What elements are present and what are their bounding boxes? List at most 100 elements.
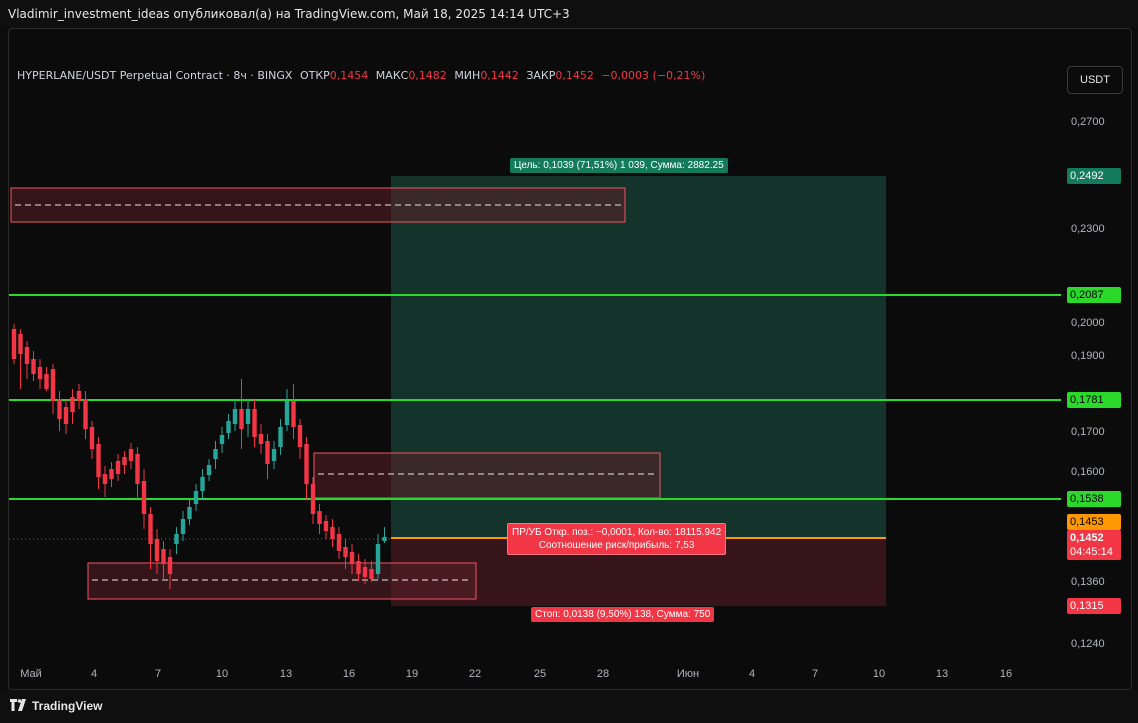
candle-body xyxy=(252,409,257,437)
support-box xyxy=(87,562,477,600)
candle-body xyxy=(323,521,329,531)
candle-body xyxy=(83,399,88,429)
candle-body xyxy=(284,401,290,425)
candle-body xyxy=(44,374,49,389)
candle-body xyxy=(37,367,43,379)
candle-body xyxy=(89,427,95,449)
pnl-info-label: ПР/УБ Откр. поз.: −0,0001, Кол-во: 18115… xyxy=(507,523,727,555)
candle-body xyxy=(278,427,283,447)
footer: TradingView xyxy=(0,690,1138,723)
candle-body xyxy=(304,444,309,484)
candle-body xyxy=(343,547,348,557)
entry-price-label: 0,1453 xyxy=(1067,514,1121,530)
chart-panel[interactable]: HYPERLANE/USDT Perpetual Contract · 8ч ·… xyxy=(8,28,1132,690)
low-value: 0,1442 xyxy=(480,69,519,82)
candle-body xyxy=(193,491,199,504)
candle-body xyxy=(174,534,179,544)
candle-body xyxy=(232,409,238,424)
target-price-label: 0,2492 xyxy=(1067,168,1121,184)
candle-body xyxy=(96,444,101,477)
candle-body xyxy=(76,391,82,401)
candle-body xyxy=(265,441,270,464)
x-tick: 13 xyxy=(279,668,293,680)
close-value: 0,1452 xyxy=(555,69,594,82)
y-tick: 0,2000 xyxy=(1071,317,1105,329)
level-2-price-label: 0,1781 xyxy=(1067,392,1121,408)
candle-body xyxy=(18,334,23,354)
x-tick: 16 xyxy=(999,668,1013,680)
candle-body xyxy=(31,359,36,374)
x-tick: 13 xyxy=(935,668,949,680)
price-chart[interactable] xyxy=(9,29,1131,689)
candle-body xyxy=(213,449,218,459)
candle-body xyxy=(382,537,387,541)
candle-body xyxy=(187,507,192,519)
high-value: 0,1482 xyxy=(408,69,447,82)
publication-header: Vladimir_investment_ideas опубликовал(а)… xyxy=(0,0,1138,28)
candle-body xyxy=(128,449,134,461)
brand-name: TradingView xyxy=(32,699,103,713)
publication-title: Vladimir_investment_ideas опубликовал(а)… xyxy=(8,7,570,21)
current-price-value: 0,1452 xyxy=(1070,532,1104,544)
x-tick: 19 xyxy=(405,668,419,680)
candle-body xyxy=(115,461,121,474)
candle-body xyxy=(336,534,342,551)
current-price-label: 0,1452 04:45:14 xyxy=(1067,530,1121,560)
candle-body xyxy=(206,465,212,475)
currency-button[interactable]: USDT xyxy=(1067,66,1123,94)
open-label: ОТКР xyxy=(299,69,330,82)
y-tick: 0,2300 xyxy=(1071,223,1105,235)
candle-body xyxy=(167,557,173,574)
stop-info-label: Стоп: 0,0138 (9,50%) 138, Сумма: 750 xyxy=(531,607,715,622)
level-3-price-label: 0,1538 xyxy=(1067,491,1121,507)
candle-body xyxy=(24,347,30,364)
candle-body xyxy=(102,474,108,484)
pnl-line-2: Соотношение риск/прибыль: 7,53 xyxy=(538,540,695,551)
candle-body xyxy=(109,469,114,479)
open-value: 0,1454 xyxy=(329,69,369,82)
y-tick: 0,1700 xyxy=(1071,426,1105,438)
x-tick: 22 xyxy=(468,668,482,680)
candle-body xyxy=(362,567,368,577)
candle-body xyxy=(50,369,56,401)
tradingview-logo-icon xyxy=(10,699,26,711)
candle-body xyxy=(239,409,244,429)
candle-body xyxy=(200,477,205,491)
x-tick: Май xyxy=(20,668,42,680)
high-label: МАКС xyxy=(375,69,409,82)
candle-countdown: 04:45:14 xyxy=(1070,546,1113,558)
candle-body xyxy=(349,552,355,564)
change-value: −0,0003 (−0,21%) xyxy=(601,69,706,82)
candlestick-series xyxy=(11,324,387,589)
x-tick: 10 xyxy=(872,668,886,680)
resistance-box-mid xyxy=(313,452,661,499)
candle-body xyxy=(245,409,251,424)
candle-body xyxy=(70,397,75,412)
candle-body xyxy=(271,449,277,461)
candle-body xyxy=(219,435,225,444)
symbol-label: HYPERLANE/USDT Perpetual Contract · 8ч ·… xyxy=(17,69,293,82)
tradingview-logo[interactable]: TradingView xyxy=(10,699,102,713)
candle-body xyxy=(141,481,147,514)
candle-body xyxy=(310,484,316,514)
candle-body xyxy=(291,401,296,427)
y-tick: 0,1900 xyxy=(1071,350,1105,362)
y-tick: 0,2700 xyxy=(1071,116,1105,128)
candle-body xyxy=(317,511,322,524)
x-tick: 7 xyxy=(154,668,162,680)
candle-body xyxy=(375,544,381,574)
candle-body xyxy=(226,421,231,433)
candle-body xyxy=(258,434,264,444)
y-tick: 0,1600 xyxy=(1071,466,1105,478)
chart-legend: HYPERLANE/USDT Perpetual Contract · 8ч ·… xyxy=(17,69,705,82)
x-tick: 4 xyxy=(90,668,98,680)
candle-body xyxy=(63,407,69,424)
candle-body xyxy=(161,549,166,564)
x-tick: Июн xyxy=(676,668,700,680)
candle-body xyxy=(148,514,153,544)
candle-body xyxy=(57,399,62,419)
candle-body xyxy=(122,457,127,465)
level-1-price-label: 0,2087 xyxy=(1067,287,1121,303)
stop-price-label: 0,1315 xyxy=(1067,598,1121,614)
candle-body xyxy=(154,539,160,561)
